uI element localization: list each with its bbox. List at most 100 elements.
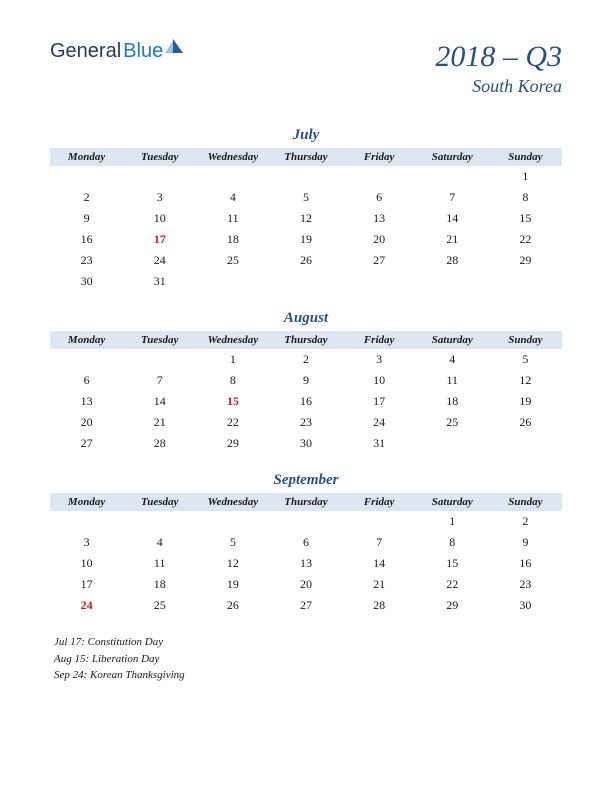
calendar-day <box>416 166 489 187</box>
calendar-table: MondayTuesdayWednesdayThursdayFridaySatu… <box>50 331 562 454</box>
calendar-day: 18 <box>196 229 269 250</box>
calendar-day: 16 <box>50 229 123 250</box>
holiday-footnotes: Jul 17: Constitution DayAug 15: Liberati… <box>50 634 562 684</box>
calendar-day: 2 <box>489 511 562 532</box>
weekday-header: Saturday <box>416 148 489 166</box>
calendar-day <box>269 271 342 292</box>
calendar-day <box>416 271 489 292</box>
calendar-row: 13141516171819 <box>50 391 562 412</box>
calendar-day: 30 <box>489 595 562 616</box>
calendar-day: 1 <box>416 511 489 532</box>
calendar-day: 27 <box>343 250 416 271</box>
header: GeneralBlue 2018 – Q3 South Korea <box>50 40 562 97</box>
calendar-row: 1 <box>50 166 562 187</box>
weekday-header: Thursday <box>269 331 342 349</box>
calendar-day <box>343 511 416 532</box>
calendar-day: 28 <box>416 250 489 271</box>
logo-sail-icon <box>165 39 183 53</box>
calendar-day: 4 <box>123 532 196 553</box>
calendar-day <box>123 349 196 370</box>
calendar-day: 24 <box>50 595 123 616</box>
footnote-line: Aug 15: Liberation Day <box>54 651 562 668</box>
calendar-day: 3 <box>123 187 196 208</box>
calendar-day <box>269 166 342 187</box>
calendar-row: 3456789 <box>50 532 562 553</box>
weekday-header: Thursday <box>269 493 342 511</box>
weekday-header: Sunday <box>489 493 562 511</box>
calendar-day: 6 <box>50 370 123 391</box>
calendar-day: 2 <box>50 187 123 208</box>
calendar-day: 28 <box>123 433 196 454</box>
calendar-day: 26 <box>489 412 562 433</box>
calendar-day: 7 <box>123 370 196 391</box>
calendar-day: 29 <box>196 433 269 454</box>
calendar-day: 13 <box>343 208 416 229</box>
calendar-day: 18 <box>123 574 196 595</box>
calendar-day: 21 <box>416 229 489 250</box>
calendar-day: 11 <box>416 370 489 391</box>
calendar-day: 11 <box>123 553 196 574</box>
calendar-day: 3 <box>50 532 123 553</box>
calendar-day: 12 <box>489 370 562 391</box>
calendar-day: 24 <box>123 250 196 271</box>
calendar-day: 22 <box>489 229 562 250</box>
calendar-day: 8 <box>196 370 269 391</box>
calendar-day: 25 <box>123 595 196 616</box>
calendar-day <box>416 433 489 454</box>
calendar-day: 20 <box>50 412 123 433</box>
calendar-day: 26 <box>196 595 269 616</box>
weekday-header: Saturday <box>416 331 489 349</box>
weekday-header: Tuesday <box>123 331 196 349</box>
calendar-day: 12 <box>196 553 269 574</box>
calendar-row: 10111213141516 <box>50 553 562 574</box>
calendar-day: 9 <box>269 370 342 391</box>
month-block: AugustMondayTuesdayWednesdayThursdayFrid… <box>50 310 562 454</box>
calendar-day <box>489 271 562 292</box>
footnote-line: Sep 24: Korean Thanksgiving <box>54 667 562 684</box>
calendar-row: 16171819202122 <box>50 229 562 250</box>
calendar-row: 17181920212223 <box>50 574 562 595</box>
weekday-header: Monday <box>50 493 123 511</box>
calendar-table: MondayTuesdayWednesdayThursdayFridaySatu… <box>50 493 562 616</box>
calendar-day: 14 <box>416 208 489 229</box>
calendar-day: 22 <box>196 412 269 433</box>
calendar-day: 8 <box>416 532 489 553</box>
calendar-day: 20 <box>269 574 342 595</box>
weekday-header: Tuesday <box>123 148 196 166</box>
month-name: July <box>50 127 562 144</box>
calendar-day: 1 <box>489 166 562 187</box>
calendar-day: 30 <box>50 271 123 292</box>
logo-text-general: General <box>50 40 121 63</box>
calendar-day <box>343 166 416 187</box>
calendar-table: MondayTuesdayWednesdayThursdayFridaySatu… <box>50 148 562 292</box>
calendar-day: 16 <box>489 553 562 574</box>
calendar-day: 22 <box>416 574 489 595</box>
calendar-day: 17 <box>343 391 416 412</box>
weekday-header: Monday <box>50 148 123 166</box>
calendar-day: 10 <box>50 553 123 574</box>
weekday-header: Thursday <box>269 148 342 166</box>
calendar-day: 28 <box>343 595 416 616</box>
calendar-day: 31 <box>123 271 196 292</box>
calendar-day: 29 <box>416 595 489 616</box>
calendar-row: 2345678 <box>50 187 562 208</box>
calendar-day: 13 <box>50 391 123 412</box>
calendar-day: 9 <box>489 532 562 553</box>
logo-text-blue: Blue <box>123 40 163 63</box>
calendar-day: 4 <box>196 187 269 208</box>
weekday-header: Friday <box>343 493 416 511</box>
months-container: JulyMondayTuesdayWednesdayThursdayFriday… <box>50 127 562 616</box>
calendar-day: 17 <box>50 574 123 595</box>
weekday-header: Friday <box>343 331 416 349</box>
calendar-day: 29 <box>489 250 562 271</box>
calendar-row: 12 <box>50 511 562 532</box>
weekday-header: Monday <box>50 331 123 349</box>
calendar-day: 7 <box>416 187 489 208</box>
calendar-day: 4 <box>416 349 489 370</box>
calendar-day <box>50 166 123 187</box>
calendar-day: 13 <box>269 553 342 574</box>
calendar-day: 19 <box>489 391 562 412</box>
weekday-header: Wednesday <box>196 493 269 511</box>
calendar-row: 23242526272829 <box>50 250 562 271</box>
weekday-header: Saturday <box>416 493 489 511</box>
